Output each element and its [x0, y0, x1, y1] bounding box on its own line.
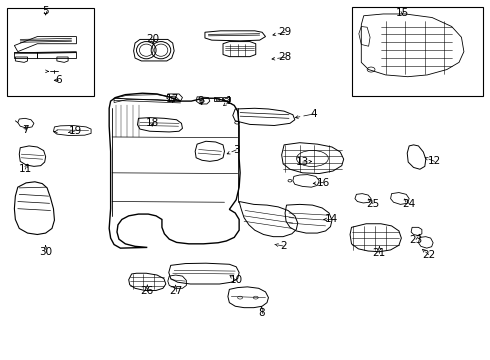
Text: 23: 23 — [409, 234, 423, 244]
Text: 3: 3 — [233, 145, 240, 155]
Text: 7: 7 — [22, 125, 28, 135]
Text: 14: 14 — [324, 215, 338, 224]
Text: 5: 5 — [42, 6, 49, 17]
Text: 12: 12 — [428, 156, 441, 166]
Text: 29: 29 — [278, 27, 292, 37]
Text: 21: 21 — [373, 248, 386, 258]
Bar — [351, 7, 484, 96]
Text: 1: 1 — [226, 96, 233, 106]
Text: 20: 20 — [147, 35, 160, 44]
Text: 19: 19 — [68, 126, 82, 136]
Text: 22: 22 — [422, 249, 435, 260]
Text: 11: 11 — [19, 164, 32, 174]
Text: 24: 24 — [403, 199, 416, 209]
Text: 16: 16 — [317, 177, 330, 188]
Text: 9: 9 — [197, 96, 204, 106]
Text: 25: 25 — [367, 199, 380, 209]
Text: 28: 28 — [278, 52, 292, 62]
Text: 10: 10 — [230, 275, 243, 285]
Bar — [6, 8, 94, 96]
Text: 30: 30 — [39, 247, 52, 257]
Text: 13: 13 — [296, 157, 309, 167]
Text: 17: 17 — [166, 94, 179, 104]
Text: 27: 27 — [169, 286, 182, 296]
Text: 18: 18 — [146, 118, 159, 128]
Text: 26: 26 — [141, 286, 154, 296]
Text: 6: 6 — [55, 75, 62, 85]
Text: 4: 4 — [310, 109, 317, 119]
Text: 2: 2 — [280, 241, 287, 251]
Text: 15: 15 — [396, 8, 409, 18]
Text: 8: 8 — [258, 308, 265, 318]
